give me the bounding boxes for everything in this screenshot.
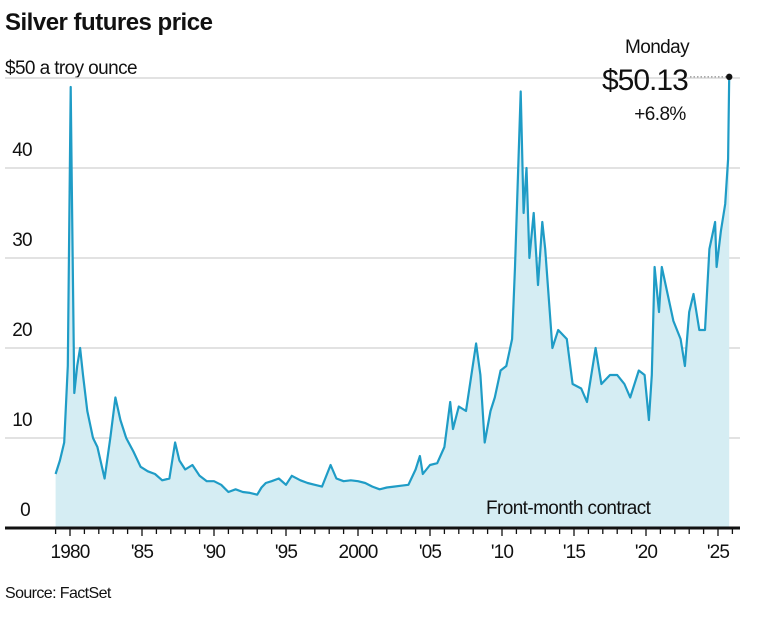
price-line [54,76,731,496]
chart-subtitle: $50 a troy ounce [5,58,137,79]
last-value-label: $50.13 [602,64,688,97]
chart-title: Silver futures price [5,9,213,36]
x-tick-label: '15 [563,542,586,563]
x-tick-label: '10 [491,542,514,563]
y-tick-label: 0 [20,500,30,521]
x-tick-label: '95 [275,542,298,563]
y-tick-label: 10 [12,410,32,431]
x-axis: 1980 '85 '90 '95 2000 '05 '10 '15 '20 '25 [50,528,734,563]
y-tick-label: 20 [12,320,32,341]
y-axis: 0 10 20 30 40 [12,140,33,521]
x-tick-label: '20 [635,542,658,563]
source-note: Source: FactSet [5,585,112,602]
last-day-label: Monday [625,37,690,58]
x-tick-label: 1980 [50,542,89,563]
price-area-fill [55,76,730,529]
x-tick-label: 2000 [338,542,377,563]
last-change-label: +6.8% [634,104,686,125]
y-tick-label: 40 [12,140,32,161]
last-value-point [726,73,733,81]
series-label: Front-month contract [486,498,652,519]
x-tick-label: '85 [131,542,154,563]
x-tick-label: '25 [707,542,730,563]
x-tick-label: '90 [203,542,226,563]
x-tick-label: '05 [419,542,442,563]
y-tick-label: 30 [12,230,32,251]
gridlines [5,77,740,439]
